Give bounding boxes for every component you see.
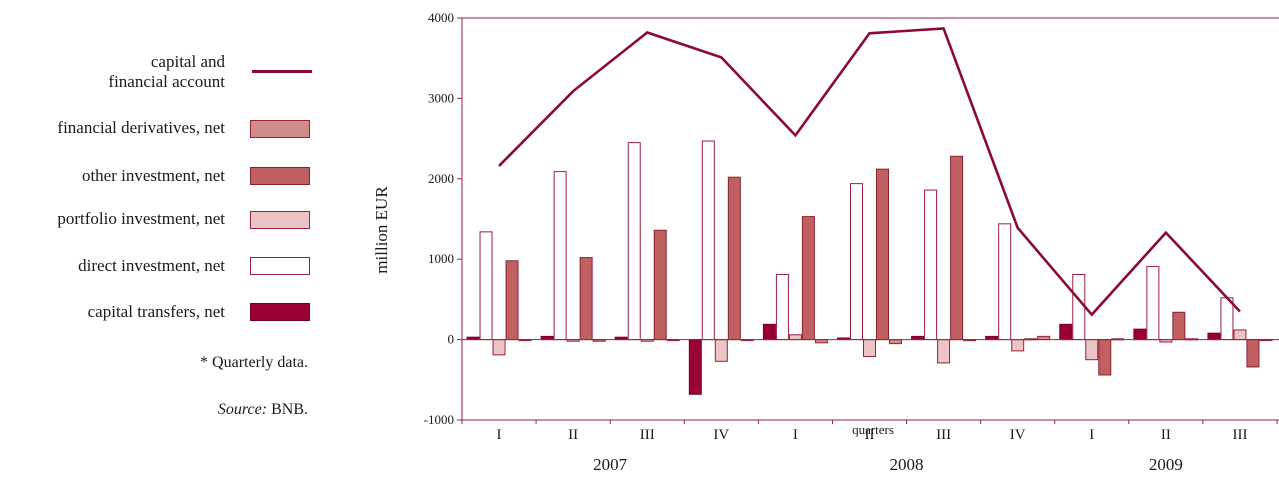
y-tick-label: -1000 bbox=[424, 412, 454, 427]
bar-direct bbox=[775, 273, 789, 341]
x-tick-label: II bbox=[1161, 427, 1171, 443]
y-tick-label: 4000 bbox=[428, 10, 454, 25]
bar-other bbox=[950, 155, 964, 341]
y-tick-label: 0 bbox=[448, 332, 455, 347]
x-tick-label: IV bbox=[713, 427, 729, 443]
legend-label-line-2: financial account bbox=[108, 72, 225, 91]
axes-layer bbox=[457, 17, 1279, 424]
legend-label-portfolio-investment: portfolio investment, net bbox=[57, 209, 225, 228]
bar-transfers bbox=[1133, 328, 1147, 341]
x-tick-label: II bbox=[568, 427, 578, 443]
y-tick-label: 2000 bbox=[428, 171, 454, 186]
bar-other bbox=[653, 229, 667, 341]
x-tick-label: IV bbox=[1010, 427, 1026, 443]
x-tick-label: I bbox=[793, 427, 798, 443]
legend-label-other-investment: other investment, net bbox=[81, 166, 225, 185]
legend-swatch-financial-derivatives bbox=[250, 120, 310, 138]
bar-transfers bbox=[762, 323, 776, 341]
bar-direct bbox=[553, 171, 567, 341]
legend-label-capital-financial-account: capital and financial account bbox=[108, 52, 225, 92]
x-tick-label: I bbox=[497, 427, 502, 443]
bar-direct bbox=[479, 231, 493, 341]
legend-label-financial-derivatives: financial derivatives, net bbox=[57, 118, 225, 137]
source-label: Source: bbox=[217, 401, 268, 418]
bars-layer bbox=[466, 140, 1273, 395]
bar-direct bbox=[1072, 273, 1086, 341]
chart-legend: capital and financial account financial … bbox=[0, 0, 330, 477]
legend-swatch-capital-transfers bbox=[250, 303, 310, 321]
bar-other bbox=[1098, 339, 1112, 376]
bar-direct bbox=[1220, 297, 1234, 341]
x-tick-label: III bbox=[1232, 427, 1247, 443]
bar-other bbox=[505, 260, 519, 341]
legend-swatch-portfolio-investment bbox=[250, 211, 310, 229]
bar-direct bbox=[850, 183, 863, 341]
bar-portfolio bbox=[1085, 339, 1099, 361]
bar-direct bbox=[998, 223, 1012, 341]
year-label: 2009 bbox=[1149, 455, 1183, 474]
y-axis-label: million EUR bbox=[372, 186, 391, 274]
bar-portfolio bbox=[714, 339, 728, 362]
x-axis-label: quarters bbox=[852, 422, 894, 437]
bar-derivatives bbox=[889, 339, 902, 345]
x-tick-label: III bbox=[640, 427, 655, 443]
source-note: Source: BNB. bbox=[218, 401, 308, 419]
bar-portfolio bbox=[1011, 339, 1025, 352]
bar-other bbox=[727, 176, 741, 341]
bar-portfolio bbox=[492, 339, 506, 356]
y-tick-label: 3000 bbox=[428, 90, 454, 105]
bar-transfers bbox=[688, 339, 702, 395]
bar-transfers bbox=[1059, 323, 1073, 341]
bar-portfolio bbox=[788, 334, 802, 341]
line-layer bbox=[498, 27, 1241, 317]
legend-swatch-other-investment bbox=[250, 167, 310, 185]
series-line-account bbox=[498, 27, 1241, 317]
bar-other bbox=[1172, 311, 1186, 341]
bar-transfers bbox=[1207, 332, 1221, 341]
bar-direct bbox=[627, 142, 641, 341]
year-label: 2007 bbox=[593, 455, 628, 474]
x-tick-label: II bbox=[865, 427, 875, 443]
quarterly-note: * Quarterly data. bbox=[200, 354, 308, 371]
legend-swatch-direct-investment bbox=[250, 257, 310, 275]
bar-direct bbox=[924, 189, 938, 341]
legend-swatch-capital-financial-account bbox=[252, 70, 312, 73]
bar-other bbox=[876, 168, 889, 341]
bar-other bbox=[801, 216, 815, 341]
x-tick-label: I bbox=[1089, 427, 1094, 443]
bar-other bbox=[1246, 339, 1260, 368]
bar-direct bbox=[701, 140, 715, 341]
source-value: BNB. bbox=[267, 401, 308, 418]
bar-portfolio bbox=[937, 339, 951, 364]
y-tick-label: 1000 bbox=[428, 251, 454, 266]
legend-label-line-1: capital and bbox=[150, 52, 225, 71]
bar-direct bbox=[1146, 265, 1160, 341]
bar-portfolio bbox=[1233, 329, 1247, 341]
year-label: 2008 bbox=[890, 455, 924, 474]
bar-portfolio bbox=[863, 339, 876, 357]
legend-label-direct-investment: direct investment, net bbox=[78, 256, 225, 275]
bar-other bbox=[579, 257, 593, 341]
x-tick-label: III bbox=[936, 427, 951, 443]
legend-label-capital-transfers: capital transfers, net bbox=[87, 302, 225, 321]
